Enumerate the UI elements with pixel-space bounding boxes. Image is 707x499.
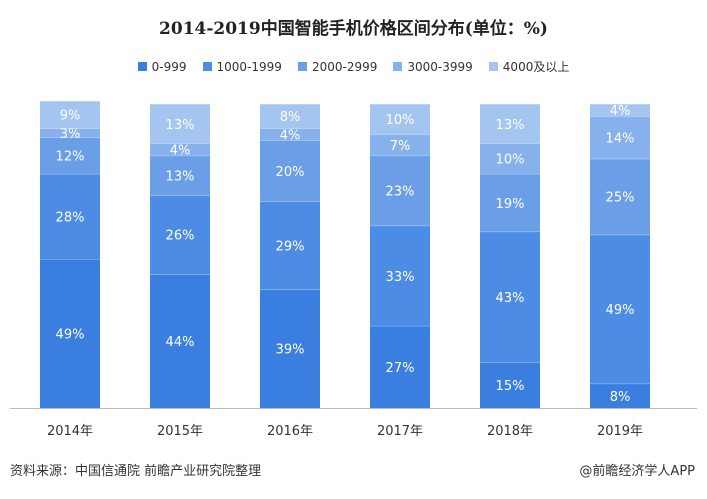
data-label: 4% xyxy=(280,128,301,143)
bar-segment xyxy=(260,128,320,141)
legend-item: 1000-1999 xyxy=(202,58,282,75)
x-tick-label: 2015年 xyxy=(157,424,203,439)
data-label: 33% xyxy=(386,270,415,285)
data-label: 12% xyxy=(56,150,85,165)
data-label: 7% xyxy=(390,139,411,154)
bar-segment xyxy=(40,100,100,129)
data-label: 19% xyxy=(496,197,525,212)
bar-segment xyxy=(590,104,650,117)
legend-item: 4000及以上 xyxy=(488,58,570,75)
legend-swatch xyxy=(393,62,403,71)
bar-segment xyxy=(480,362,540,408)
bar-segment xyxy=(480,231,540,363)
data-label: 23% xyxy=(386,185,415,200)
bar-segment xyxy=(370,104,430,135)
bar-segment xyxy=(260,104,320,129)
data-label: 20% xyxy=(276,165,305,180)
bar-segment xyxy=(150,143,210,156)
data-label: 4% xyxy=(170,144,191,159)
bar-segment xyxy=(150,155,210,196)
bar-segment xyxy=(370,225,430,326)
bar-segment xyxy=(480,173,540,232)
x-tick-label: 2014年 xyxy=(47,424,93,439)
legend-label: 1000-1999 xyxy=(216,59,282,74)
bar-segment xyxy=(590,234,650,384)
legend-label: 2000-2999 xyxy=(311,59,378,74)
data-label: 49% xyxy=(56,328,85,343)
data-label: 3% xyxy=(60,127,81,142)
data-label: 8% xyxy=(280,110,301,125)
legend-label: 3000-3999 xyxy=(407,59,473,74)
data-label: 26% xyxy=(166,229,195,244)
legend-swatch xyxy=(202,62,212,71)
bar-segment xyxy=(370,134,430,156)
data-label: 43% xyxy=(496,291,525,306)
data-label: 9% xyxy=(60,109,81,124)
bar-segment xyxy=(260,289,320,408)
chart-legend: 0-999 1000-1999 2000-2999 3000-3999 4000及以上 xyxy=(0,58,707,75)
bar-segment xyxy=(150,274,210,408)
bar-segment xyxy=(40,137,100,174)
bar-segment xyxy=(370,155,430,226)
legend-swatch xyxy=(137,62,147,71)
bar-segment xyxy=(40,128,100,138)
data-label: 13% xyxy=(166,169,195,184)
legend-label: 4000及以上 xyxy=(502,60,570,74)
data-label: 29% xyxy=(276,239,305,254)
bar-segment xyxy=(480,104,540,144)
data-label: 13% xyxy=(166,118,195,133)
bar-segment xyxy=(260,140,320,202)
bar-segment xyxy=(150,195,210,275)
bar-segment xyxy=(260,201,320,290)
bar-segment xyxy=(40,173,100,260)
bar-segment xyxy=(590,116,650,159)
bar-segment xyxy=(150,104,210,144)
data-label: 25% xyxy=(606,191,635,206)
data-label: 10% xyxy=(496,153,525,168)
legend-swatch xyxy=(488,62,498,71)
legend-item: 2000-2999 xyxy=(297,58,378,75)
x-tick-label: 2017年 xyxy=(377,424,423,439)
legend-item: 3000-3999 xyxy=(393,58,473,75)
legend-label: 0-999 xyxy=(151,59,187,74)
data-label: 10% xyxy=(386,113,415,128)
data-label: 44% xyxy=(166,335,195,350)
credit-note: @前瞻经济学人APP xyxy=(579,464,695,479)
data-label: 14% xyxy=(606,131,635,146)
bar-segment xyxy=(40,259,100,408)
x-tick-label: 2016年 xyxy=(267,424,313,439)
bar-segment xyxy=(590,383,650,408)
data-label: 28% xyxy=(56,210,85,225)
legend-swatch xyxy=(297,62,307,71)
data-label: 27% xyxy=(386,361,415,376)
bar-segment xyxy=(590,158,650,235)
x-tick-label: 2018年 xyxy=(487,424,533,439)
data-label: 39% xyxy=(276,343,305,358)
bar-segment xyxy=(480,143,540,174)
legend-item: 0-999 xyxy=(137,58,187,75)
source-note: 资料来源：中国信通院 前瞻产业研究院整理 xyxy=(10,464,262,479)
data-label: 13% xyxy=(496,118,525,133)
data-label: 15% xyxy=(496,379,525,394)
data-label: 8% xyxy=(610,390,631,405)
bar-segment xyxy=(370,325,430,408)
chart-title: 2014-2019中国智能手机价格区间分布(单位：%) xyxy=(159,19,548,39)
data-label: 4% xyxy=(610,104,631,119)
data-label: 49% xyxy=(606,303,635,318)
x-tick-label: 2019年 xyxy=(597,424,643,439)
